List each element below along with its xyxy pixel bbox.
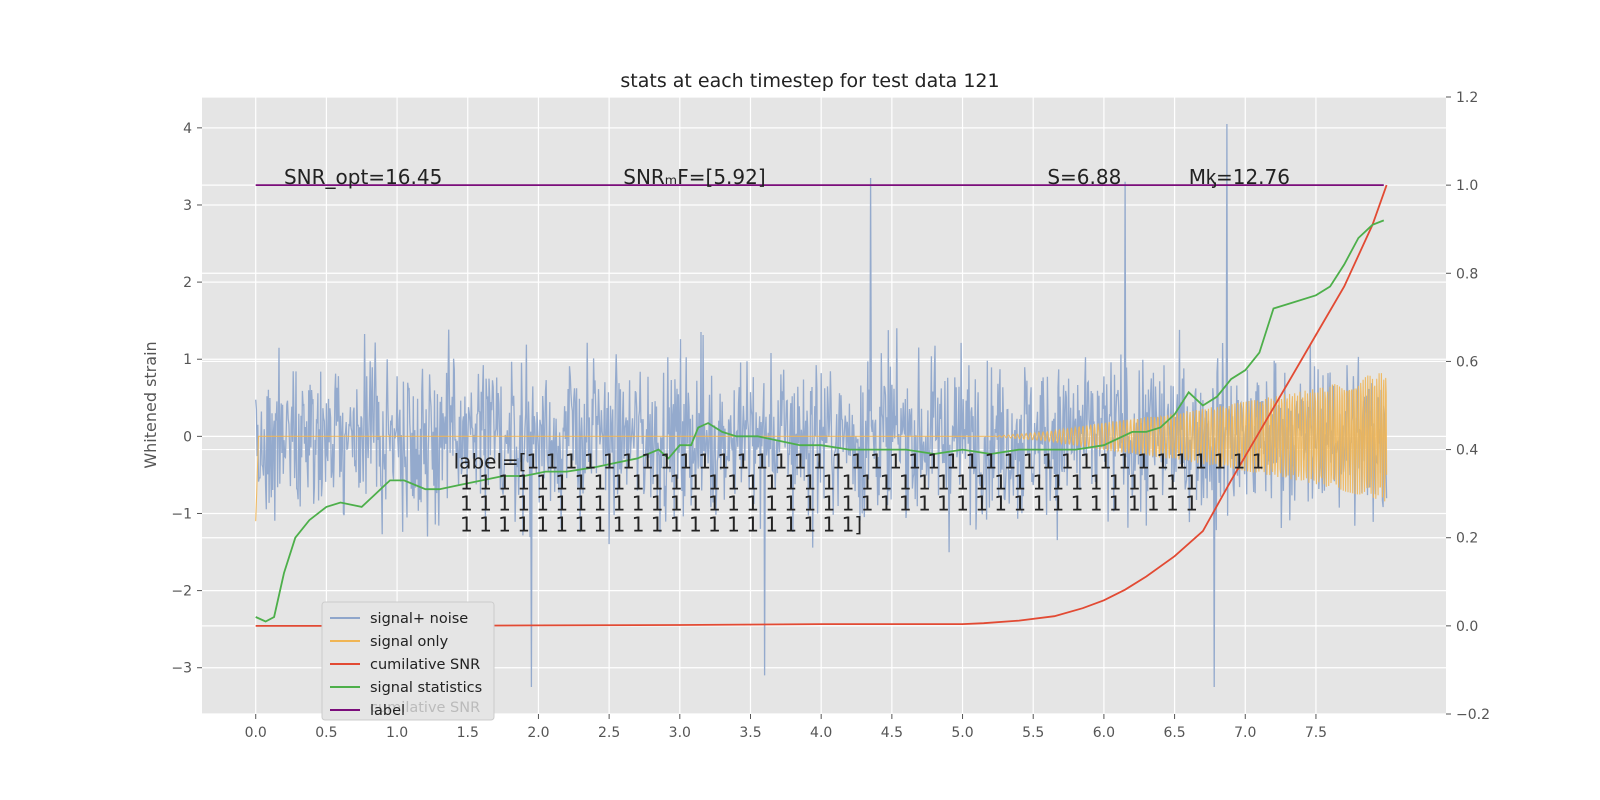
- chart-title: stats at each timestep for test data 121: [620, 70, 999, 92]
- label-array-line: 1 1 1 1 1 1 1 1 1 1 1 1 1 1 1 1 1 1 1 1 …: [454, 513, 863, 537]
- x-tick-label: 2.0: [527, 725, 549, 741]
- y2-tick-label: 0.6: [1456, 354, 1478, 370]
- y-tick-label: −1: [171, 506, 192, 522]
- y-tick-label: 0: [183, 429, 192, 445]
- signal-only-series: [255, 373, 1388, 522]
- x-tick-label: 5.0: [951, 725, 973, 741]
- label-array-text: label=[1 1 1 1 1 1 1 1 1 1 1 1 1 1 1 1 1…: [454, 450, 1265, 537]
- signal-noise-series: [255, 123, 1388, 688]
- y-tick-label: 4: [183, 121, 192, 137]
- y2-tick-label: 0.2: [1456, 531, 1478, 547]
- y-tick-label: 1: [183, 352, 192, 368]
- legend-label: signal only: [370, 634, 449, 650]
- x-tick-label: 0.5: [315, 725, 337, 741]
- legend-label: cumilative SNR: [370, 657, 480, 673]
- annotation-text: SNR_opt=16.45: [284, 165, 442, 189]
- legend: cumilative SNR signal+ noise signal only c…: [321, 601, 495, 721]
- label-array-line: 1 1 1 1 1 1 1 1 1 1 1 1 1 1 1 1 1 1 1 1 …: [454, 471, 1198, 495]
- y-tick-label: −2: [171, 584, 192, 600]
- label-array-line: 1 1 1 1 1 1 1 1 1 1 1 1 1 1 1 1 1 1 1 1 …: [454, 492, 1198, 516]
- x-tick-label: 7.0: [1234, 725, 1256, 741]
- y2-tick-label: 0.0: [1456, 619, 1478, 635]
- annotation-text: Mᶄ=12.76: [1189, 165, 1290, 189]
- y2-tick-label: 0.8: [1456, 266, 1478, 282]
- legend-items: signal+ noise signal only cumilative SNR si…: [330, 611, 482, 719]
- cumulative-snr-line: [255, 184, 1388, 627]
- axes: 0.0 0.5 1.0 1.5 2.0 2.5 3.0 3.5 4.0 4.5 5.0 5.5 6.0 6…: [171, 90, 1490, 741]
- line-series: [255, 184, 1388, 627]
- signal-only-line: [255, 373, 1388, 522]
- signal-noise-line: [255, 123, 1388, 688]
- legend-residual-text: cumilative SNR: [370, 700, 480, 716]
- annotations: SNR_opt=16.45 SNRₘF=[5.92] S=6.88 Mᶄ=12.76: [284, 165, 1290, 189]
- x-tick-label: 5.5: [1022, 725, 1044, 741]
- x-tick-label: 3.0: [669, 725, 691, 741]
- x-tick-label: 3.5: [739, 725, 761, 741]
- label-array-line: label=[1 1 1 1 1 1 1 1 1 1 1 1 1 1 1 1 1…: [454, 450, 1265, 474]
- legend-box: [321, 601, 495, 721]
- x-tick-label: 7.5: [1305, 725, 1327, 741]
- x-tick-label: 2.5: [598, 725, 620, 741]
- annotation-text: S=6.88: [1047, 165, 1121, 189]
- legend-label: label: [370, 703, 405, 719]
- x-tick-label: 4.5: [881, 725, 903, 741]
- x-tick-label: 6.5: [1163, 725, 1185, 741]
- x-tick-label: 1.0: [386, 725, 408, 741]
- annotation-text: SNRₘF=[5.92]: [623, 165, 765, 189]
- x-tick-label: 4.0: [810, 725, 832, 741]
- y-tick-label: 3: [183, 198, 192, 214]
- signal-statistics-line: [255, 219, 1385, 623]
- y2-tick-label: 1.2: [1456, 90, 1478, 106]
- x-tick-label: 6.0: [1093, 725, 1115, 741]
- y-axis-label: Whitened strain: [141, 341, 160, 468]
- legend-label: signal+ noise: [370, 611, 468, 627]
- legend-label: signal statistics: [370, 680, 482, 696]
- x-tick-label: 1.5: [457, 725, 479, 741]
- y-tick-label: 2: [183, 275, 192, 291]
- y2-tick-label: 0.4: [1456, 443, 1478, 459]
- x-tick-label: 0.0: [245, 725, 267, 741]
- y2-tick-label: −0.2: [1456, 707, 1490, 723]
- y2-tick-label: 1.0: [1456, 178, 1478, 194]
- y-tick-label: −3: [171, 661, 192, 677]
